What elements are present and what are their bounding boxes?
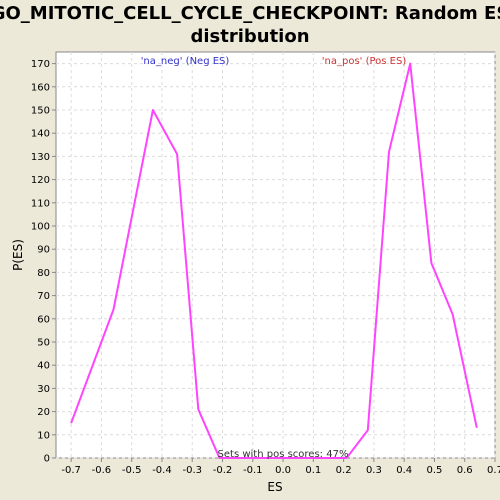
sets-with-pos-scores: Sets with pos scores: 47% (218, 449, 349, 460)
chart-title-line2: distribution (190, 26, 309, 47)
x-tick-label: -0.6 (92, 465, 112, 476)
y-tick-label: 90 (37, 245, 50, 256)
y-tick-label: 80 (37, 268, 50, 279)
x-tick-label: -0.7 (61, 465, 81, 476)
y-tick-label: 120 (31, 175, 50, 186)
y-tick-label: 0 (44, 454, 50, 465)
x-tick-label: 0.3 (366, 465, 382, 476)
y-tick-label: 60 (37, 314, 50, 325)
y-axis-label: P(ES) (11, 239, 25, 271)
x-axis-label: ES (267, 480, 282, 494)
pos-es-label: 'na_pos' (Pos ES) (322, 56, 407, 67)
x-tick-label: 0.1 (305, 465, 321, 476)
neg-es-label: 'na_neg' (Neg ES) (141, 56, 230, 67)
plot-area (55, 51, 496, 459)
y-tick-label: 30 (37, 384, 50, 395)
y-tick-label: 50 (37, 338, 50, 349)
x-tick-label: 0.0 (275, 465, 291, 476)
es-distribution-line (70, 62, 478, 459)
y-tick-label: 130 (31, 152, 50, 163)
axis-layer: -0.7 -0.6 -0.5 -0.4 -0.3 -0.2 -0.1 0.0 0.1 0.2 0.3… (31, 59, 500, 476)
x-tick-label: 0.4 (396, 465, 412, 476)
y-tick-label: 140 (31, 129, 50, 140)
y-tick-label: 70 (37, 291, 50, 302)
x-tick-label: 0.5 (426, 465, 442, 476)
y-tick-label: 110 (31, 198, 50, 209)
x-tick-label: 0.2 (336, 465, 352, 476)
x-tick-label: -0.1 (243, 465, 263, 476)
x-tick-label: -0.2 (213, 465, 233, 476)
y-tick-label: 170 (31, 59, 50, 70)
y-tick-label: 40 (37, 361, 50, 372)
x-tick-label: 0.7 (487, 465, 500, 476)
y-tick-label: 10 (37, 430, 50, 441)
x-tick-label: -0.4 (152, 465, 172, 476)
x-tick-label: 0.6 (457, 465, 473, 476)
series-layer (70, 62, 478, 459)
y-tick-label: 160 (31, 82, 50, 93)
y-tick-label: 20 (37, 407, 50, 418)
y-tick-label: 150 (31, 106, 50, 117)
x-tick-label: -0.3 (182, 465, 202, 476)
chart-title-line1: GO_MITOTIC_CELL_CYCLE_CHECKPOINT: Random… (0, 3, 500, 24)
y-tick-label: 100 (31, 222, 50, 233)
x-tick-label: -0.5 (122, 465, 142, 476)
